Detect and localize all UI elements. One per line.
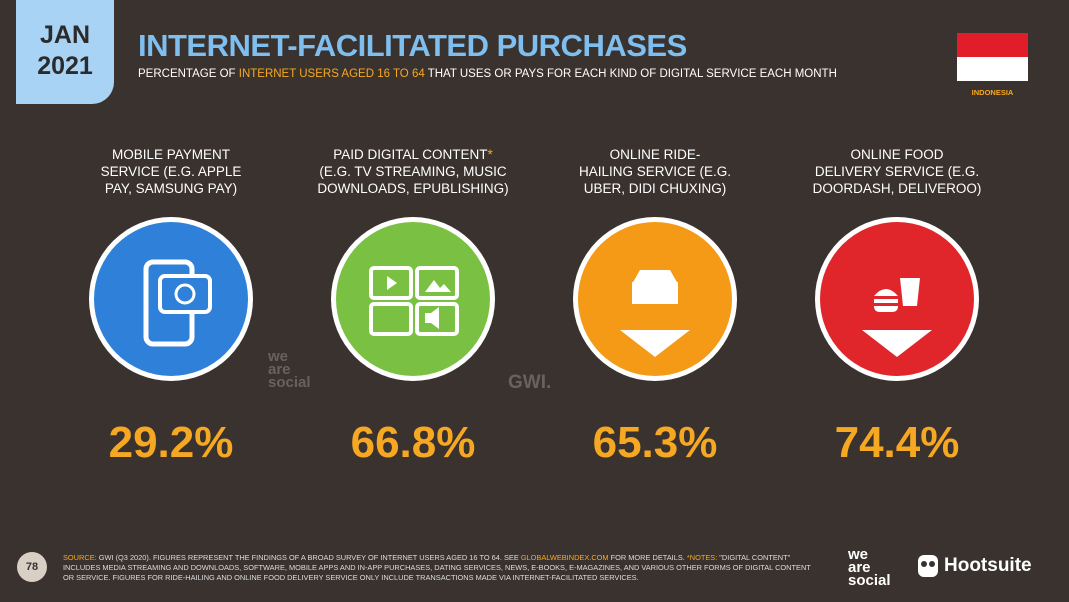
label-line: ONLINE RIDE- (609, 147, 701, 162)
date-month: JAN (39, 21, 90, 49)
card-value: 66.8% (350, 418, 476, 467)
card-value: 65.3% (592, 418, 718, 467)
label-line: MOBILE PAYMENT (111, 147, 231, 162)
notes-label: *NOTES: (686, 553, 718, 562)
wm-line: social (268, 374, 311, 391)
label-line: DOWNLOADS, EPUBLISHING) (317, 181, 509, 196)
notes-text: "DIGITAL CONTENT" INCLUDES MEDIA STREAMI… (63, 553, 813, 582)
date-year: 2021 (37, 52, 93, 80)
source-text: FOR MORE DETAILS. (608, 553, 687, 562)
card-label: ONLINE RIDE- HAILING SERVICE (E.G. UBER, D… (545, 146, 765, 197)
subtitle-part: PERCENTAGE OF (138, 68, 239, 80)
card-value: 74.4% (834, 418, 960, 467)
logo-hootsuite: Hootsuite (944, 555, 1032, 576)
card-label: PAID DIGITAL CONTENT* (E.G. TV STREAMING,… (303, 146, 523, 197)
flag (957, 33, 1028, 81)
note-marker: * (487, 147, 493, 162)
source-label: SOURCE: (63, 553, 97, 562)
label-line: SERVICE (E.G. APPLE (100, 164, 242, 179)
label-line: PAID DIGITAL CONTENT (333, 147, 488, 162)
watermark-was: we are social (268, 348, 311, 391)
logo-we-are-social: we are social (848, 546, 891, 589)
watermark-gwi: GWI. (508, 372, 552, 393)
subtitle-highlight: INTERNET USERS AGED 16 TO 64 (238, 68, 425, 80)
hootsuite-owl (918, 555, 938, 577)
subtitle-part: THAT USES OR PAYS FOR EACH KIND OF DIGIT… (424, 68, 837, 80)
label-line: PAY, SAMSUNG PAY) (104, 181, 238, 196)
source-link: GLOBALWEBINDEX.COM (520, 553, 609, 562)
logo-line: we (848, 546, 869, 563)
page-number: 78 (17, 552, 47, 582)
label-line: DOORDASH, DELIVEROO) (812, 181, 982, 196)
subtitle: PERCENTAGE OF INTERNET USERS AGED 16 TO … (138, 68, 837, 80)
source-text: GWI (Q3 2020). FIGURES REPRESENT THE FIN… (96, 553, 521, 562)
logo-line: are (848, 559, 871, 576)
card-label: ONLINE FOOD DELIVERY SERVICE (E.G. DOORDAS… (787, 146, 1007, 197)
card-label: MOBILE PAYMENT SERVICE (E.G. APPLE PAY, SA… (61, 146, 281, 197)
label-line: UBER, DIDI CHUXING) (583, 181, 727, 196)
title: INTERNET-FACILITATED PURCHASES (138, 28, 687, 63)
label-line: ONLINE FOOD (850, 147, 944, 162)
country: INDONESIA (971, 88, 1014, 97)
date-badge: JAN 2021 (16, 0, 114, 104)
card-value: 29.2% (108, 418, 234, 467)
label-line: DELIVERY SERVICE (E.G. (814, 164, 980, 179)
label-line: (E.G. TV STREAMING, MUSIC (319, 164, 507, 179)
wm-line: we (268, 348, 289, 365)
label-line: HAILING SERVICE (E.G. (578, 164, 732, 179)
wm-line: are (268, 361, 291, 378)
source-note: SOURCE: GWI (Q3 2020). FIGURES REPRESENT… (63, 553, 823, 583)
logo-line: social (848, 572, 891, 589)
